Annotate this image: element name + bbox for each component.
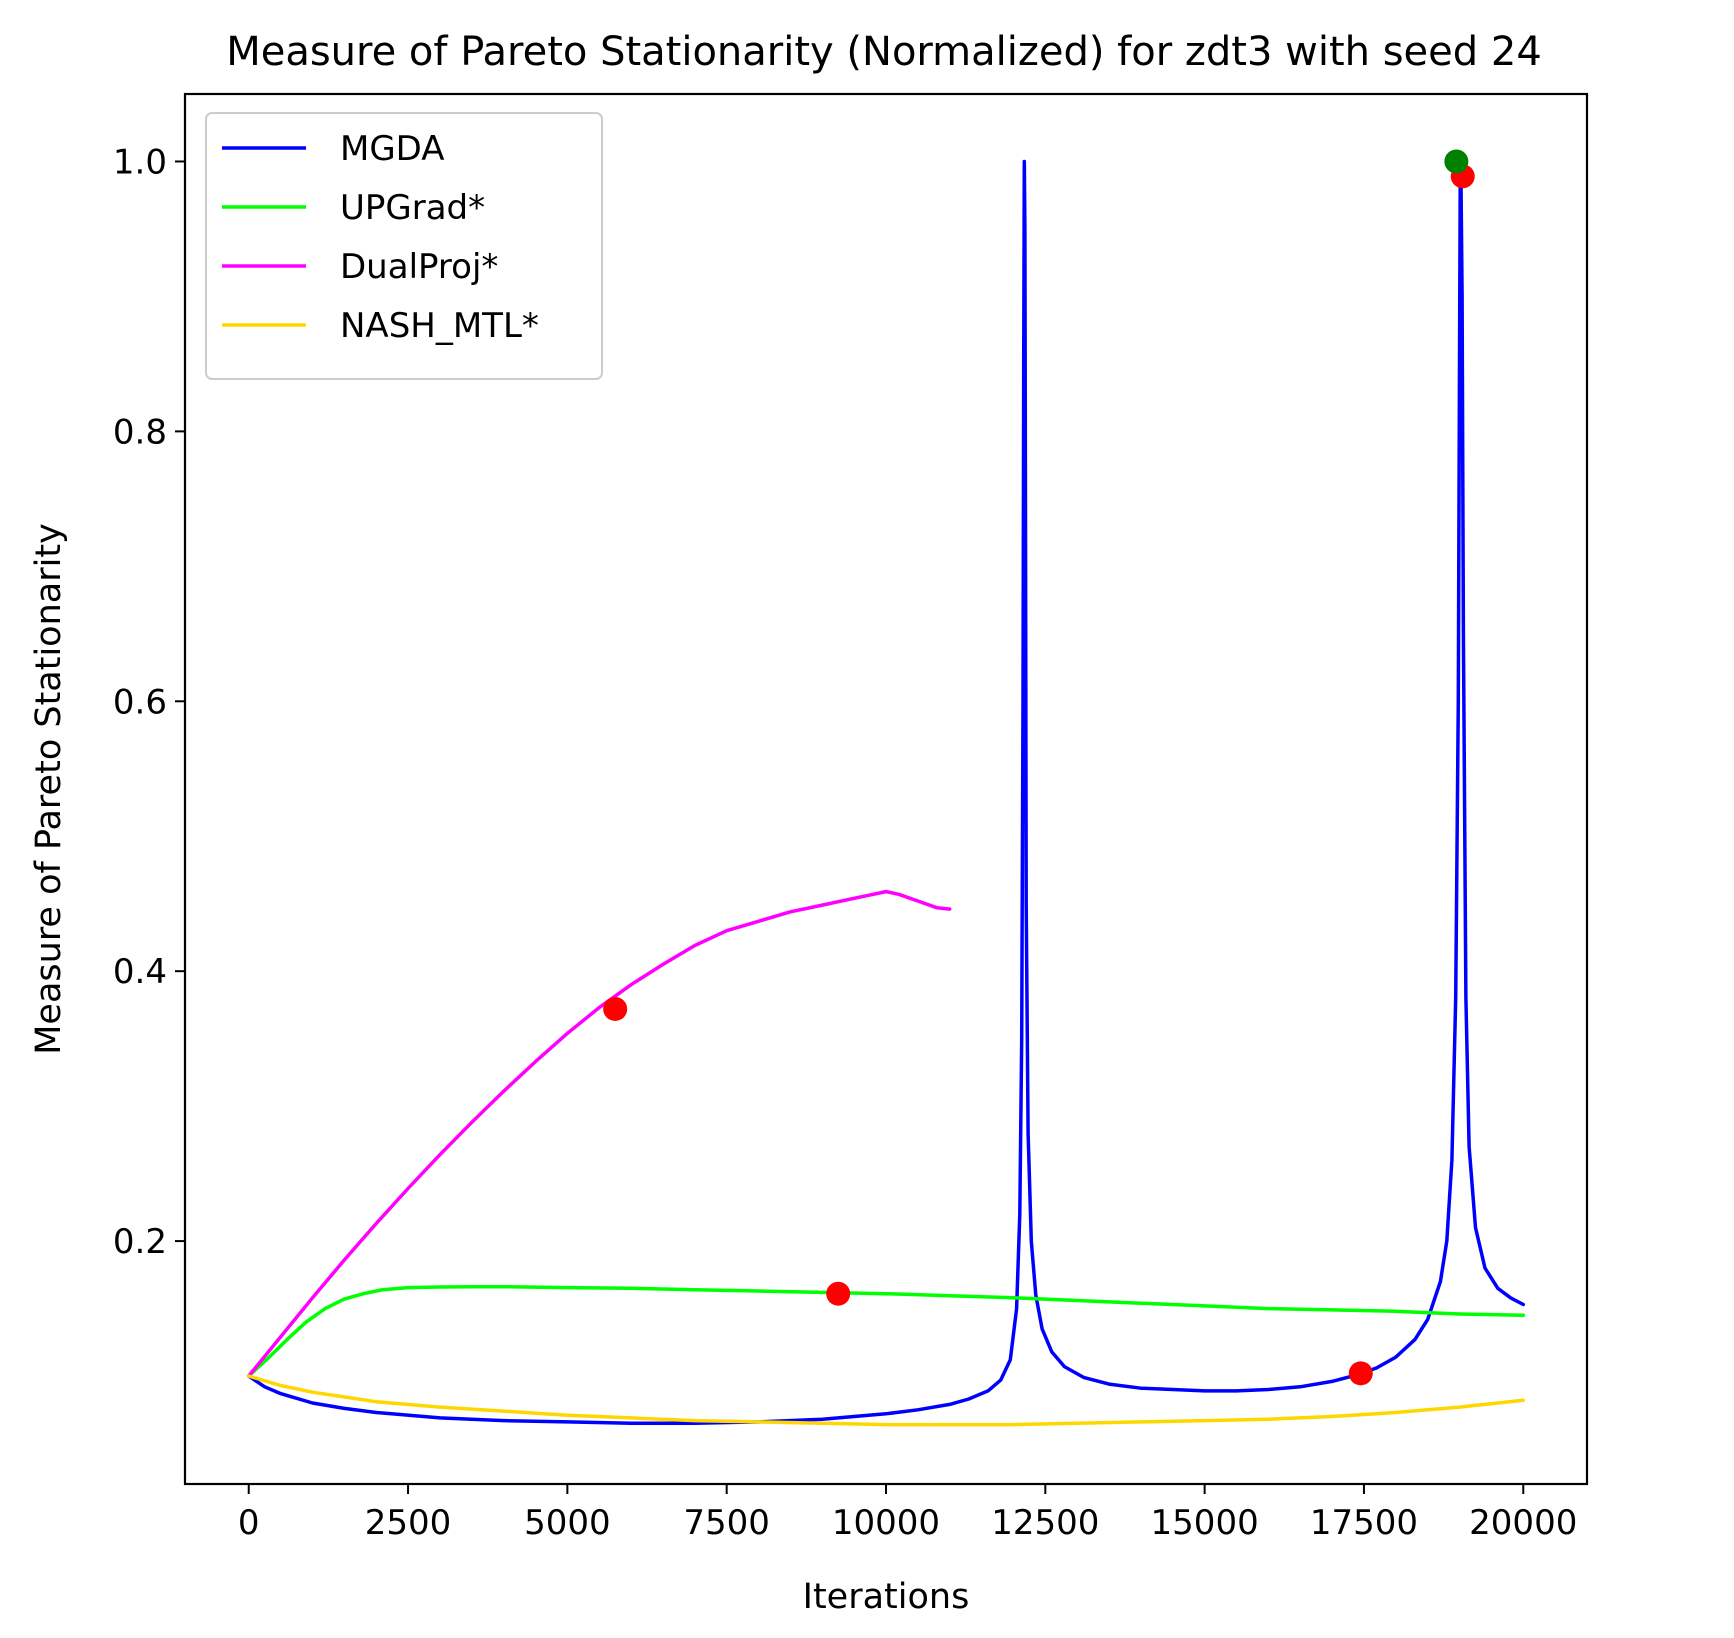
y-tick-label: 0.4	[113, 952, 167, 992]
y-tick-label: 1.0	[113, 142, 167, 182]
x-tick-label: 2500	[365, 1503, 452, 1543]
y-axis-label: Measure of Pareto Stationarity	[29, 523, 69, 1055]
y-axis-ticks: 0.2 0.4 0.6 0.8 1.0	[113, 142, 185, 1262]
series-line-nash-mtl	[246, 1374, 1526, 1427]
series-line-dualproj	[246, 889, 952, 1378]
x-tick-label: 12500	[991, 1503, 1099, 1543]
legend-label-mgda: MGDA	[340, 129, 445, 169]
y-tick-label: 0.6	[113, 682, 167, 722]
x-axis-label: Iterations	[803, 1577, 970, 1617]
y-tick-label: 0.8	[113, 412, 167, 452]
legend-label-nash-mtl: NASH_MTL*	[340, 306, 539, 346]
marker-mgda	[1444, 149, 1469, 174]
legend: MGDA UPGrad* DualProj* NASH_MTL*	[205, 112, 603, 380]
legend-label-dualproj: DualProj*	[340, 247, 498, 287]
plot-markers	[603, 149, 1475, 1386]
legend-frame	[205, 112, 603, 380]
x-tick-label: 20000	[1469, 1503, 1577, 1543]
y-tick-label: 0.2	[113, 1222, 167, 1262]
x-tick-label: 7500	[683, 1503, 770, 1543]
legend-label-upgrad: UPGrad*	[340, 188, 485, 228]
x-tick-label: 10000	[832, 1503, 940, 1543]
x-tick-label: 0	[238, 1503, 260, 1543]
marker-mgda	[1348, 1361, 1373, 1386]
marker-upgrad	[826, 1281, 851, 1306]
marker-dualproj	[603, 996, 628, 1021]
x-tick-label: 15000	[1151, 1503, 1259, 1543]
x-axis-ticks: 0 2500 5000 7500 10000 12500 15000 17500 20000	[238, 1484, 1577, 1543]
plot-lines	[246, 159, 1526, 1427]
x-tick-label: 17500	[1310, 1503, 1418, 1543]
x-tick-label: 5000	[524, 1503, 611, 1543]
series-line-upgrad	[246, 1284, 1526, 1378]
chart-title: Measure of Pareto Stationarity (Normaliz…	[226, 29, 1542, 75]
